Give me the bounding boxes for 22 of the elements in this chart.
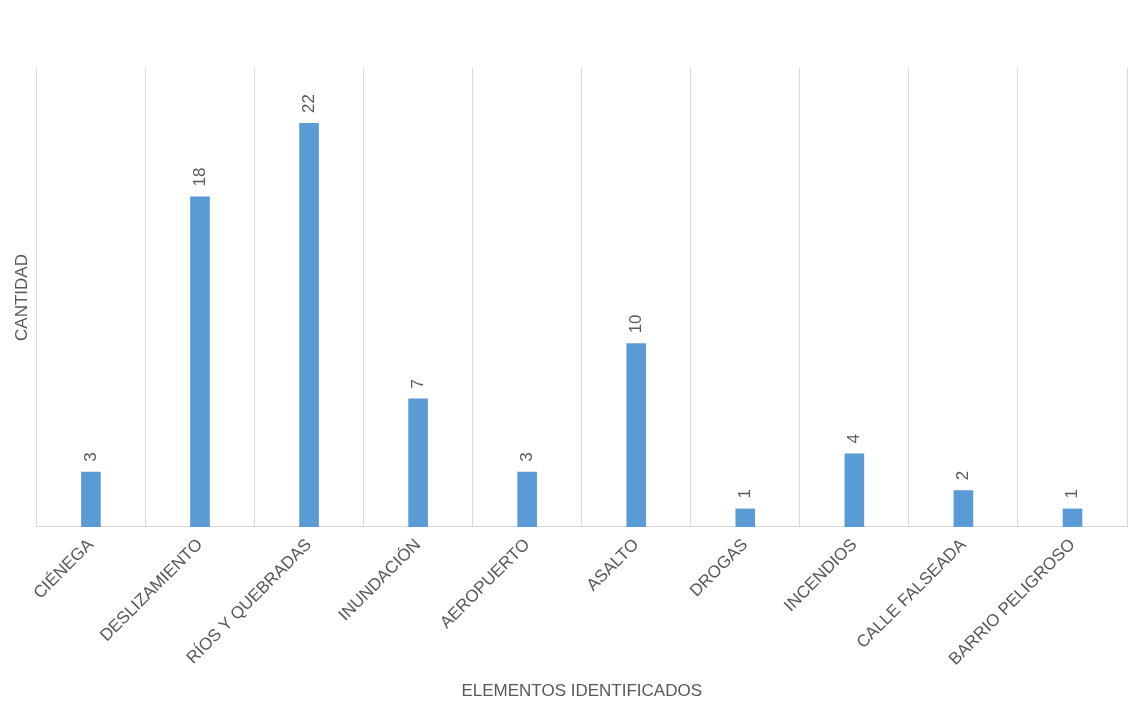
data-label: 7 <box>407 378 427 389</box>
bar <box>735 508 756 527</box>
data-label: 1 <box>1062 489 1082 499</box>
bar <box>626 343 647 527</box>
bar <box>844 453 865 527</box>
data-label: 3 <box>516 452 536 462</box>
data-label: 2 <box>953 470 973 481</box>
bar <box>81 471 101 527</box>
bar <box>299 123 319 527</box>
bar <box>1062 508 1083 527</box>
data-label: 4 <box>844 434 864 444</box>
x-axis-title: ELEMENTOS IDENTIFICADOS <box>461 681 702 701</box>
data-label: 3 <box>80 452 100 462</box>
bar <box>953 490 974 527</box>
y-axis-title: CANTIDAD <box>11 254 31 341</box>
data-label: 10 <box>625 314 645 334</box>
bar <box>408 398 428 527</box>
data-label: 18 <box>189 167 209 187</box>
data-label: 22 <box>298 94 318 114</box>
bar <box>517 471 537 527</box>
data-label: 1 <box>734 489 754 499</box>
bar <box>190 196 210 527</box>
